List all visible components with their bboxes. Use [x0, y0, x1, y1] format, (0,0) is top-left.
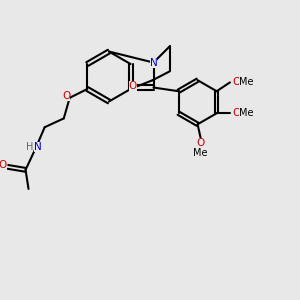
Text: O: O	[62, 92, 70, 101]
Text: Me: Me	[193, 148, 208, 158]
Text: N: N	[34, 142, 42, 152]
Text: Me: Me	[239, 108, 253, 118]
Text: O: O	[129, 81, 137, 91]
Text: O: O	[232, 108, 241, 118]
Text: O: O	[196, 138, 205, 148]
Text: Me: Me	[239, 77, 253, 87]
Text: H: H	[26, 142, 33, 152]
Text: O: O	[0, 160, 7, 170]
Text: N: N	[150, 58, 158, 68]
Text: O: O	[232, 77, 241, 87]
